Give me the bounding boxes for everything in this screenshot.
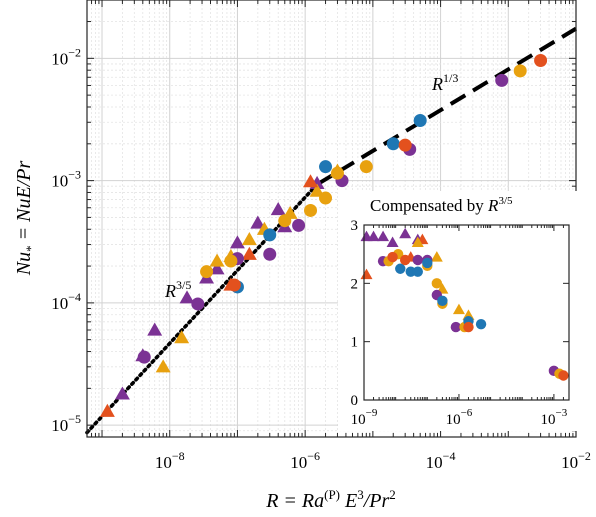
inset-y-tick-label: 1 bbox=[351, 335, 359, 351]
inset-title-math-base: R bbox=[487, 196, 499, 215]
fit-label-three-fifths-base: R bbox=[164, 281, 176, 301]
data-point-circle bbox=[278, 214, 292, 228]
data-point-triangle bbox=[241, 246, 257, 260]
inset-title-math-exp: 3/5 bbox=[498, 195, 513, 207]
x-axis-title: R = Ra(P) E3/Pr2 bbox=[265, 487, 396, 512]
x-axis-title-sup3: 2 bbox=[389, 487, 396, 502]
y-tick-label: 10−2 bbox=[51, 45, 81, 68]
data-point-circle bbox=[200, 265, 214, 279]
data-point-circle bbox=[330, 166, 344, 180]
y-axis-title-lhs: Nu bbox=[13, 252, 35, 276]
fit-label-three-fifths: R3/5 bbox=[164, 278, 191, 301]
inset-data-point-triangle bbox=[377, 230, 390, 242]
data-point-circle bbox=[319, 191, 333, 205]
y-tick-label: 10−3 bbox=[51, 168, 81, 191]
inset-y-tick-label: 2 bbox=[351, 276, 359, 292]
data-point-circle bbox=[513, 64, 527, 78]
fit-label-one-third-exp: 1/3 bbox=[443, 71, 458, 85]
data-point-triangle bbox=[155, 359, 171, 373]
y-axis-title: Nu* = NuE/Pr bbox=[13, 161, 38, 277]
inset-x-tick-label: 10−3 bbox=[541, 407, 568, 428]
data-point-triangle bbox=[99, 403, 115, 417]
data-point-triangle bbox=[241, 232, 257, 246]
inset-data-point-triangle bbox=[386, 236, 399, 247]
x-axis-title-lhs: R bbox=[265, 490, 278, 512]
inset-data-point-circle bbox=[431, 278, 443, 289]
data-point-triangle bbox=[179, 290, 195, 304]
data-point-circle bbox=[495, 73, 509, 87]
data-point-triangle bbox=[229, 235, 245, 249]
inset-y-tick-label: 0 bbox=[351, 393, 359, 409]
x-tick-label: 10−6 bbox=[290, 449, 320, 472]
x-axis-title-mid: E bbox=[340, 490, 357, 512]
y-tick-label: 10−5 bbox=[51, 412, 81, 435]
main-data-points bbox=[99, 54, 548, 417]
data-point-triangle bbox=[209, 261, 225, 275]
inset-data-point-triangle bbox=[452, 303, 465, 315]
inset-data-point-triangle bbox=[411, 236, 424, 247]
inset-data-point-circle bbox=[475, 318, 487, 330]
data-point-circle bbox=[398, 138, 412, 152]
x-axis-title-eq: = Ra bbox=[278, 490, 324, 512]
inset-data-points bbox=[360, 227, 569, 381]
inset-background bbox=[338, 191, 590, 431]
data-point-triangle bbox=[250, 215, 266, 229]
data-point-circle bbox=[224, 254, 238, 268]
y-axis-title-rhs: = NuE/Pr bbox=[13, 161, 35, 246]
data-point-circle bbox=[386, 137, 400, 151]
inset-x-tick-label: 10−6 bbox=[446, 407, 473, 428]
x-axis-title-tail: /Pr bbox=[363, 490, 390, 512]
data-point-circle bbox=[227, 278, 241, 292]
inset-data-point-circle bbox=[463, 321, 474, 333]
data-point-circle bbox=[263, 228, 277, 242]
data-point-triangle bbox=[270, 202, 286, 216]
fit-line-dashed bbox=[316, 26, 578, 187]
inset-title-text: Compensated by bbox=[370, 196, 488, 215]
fit-label-three-fifths-exp: 3/5 bbox=[176, 278, 191, 292]
inset-data-point-circle bbox=[412, 254, 423, 266]
y-tick-label: 10−4 bbox=[51, 290, 81, 313]
inset-plot-frame bbox=[363, 224, 570, 401]
inset-data-point-circle bbox=[387, 251, 398, 263]
data-point-triangle bbox=[174, 330, 190, 344]
x-tick-label: 10−8 bbox=[155, 449, 185, 472]
data-point-circle bbox=[263, 247, 277, 261]
data-point-circle bbox=[319, 160, 333, 174]
inset-data-point-circle bbox=[450, 321, 462, 333]
y-axis-title-sub: * bbox=[23, 245, 38, 252]
data-point-circle bbox=[292, 218, 306, 232]
data-point-triangle bbox=[209, 253, 225, 267]
inset-data-point-triangle bbox=[399, 227, 412, 239]
inset-data-point-circle bbox=[412, 266, 423, 277]
data-point-circle bbox=[534, 54, 548, 68]
inset-y-tick-label: 3 bbox=[351, 218, 359, 234]
data-point-circle bbox=[359, 160, 373, 174]
inset-data-point-circle bbox=[437, 295, 448, 307]
fit-label-one-third-base: R bbox=[431, 74, 443, 94]
inset-data-point-triangle bbox=[430, 251, 443, 262]
x-axis-title-sup: (P) bbox=[324, 487, 340, 502]
data-point-circle bbox=[191, 297, 205, 311]
data-point-triangle bbox=[147, 322, 163, 336]
data-point-triangle bbox=[303, 174, 318, 188]
inset-ticks: 10−9 10−6 10−3 0 1 2 3 bbox=[351, 218, 570, 428]
inset-data-point-triangle bbox=[367, 230, 380, 242]
inset-data-point-circle bbox=[395, 263, 406, 274]
x-axis-title-sup2: 3 bbox=[357, 487, 364, 502]
inset-data-point-circle bbox=[558, 370, 569, 381]
inset-title: Compensated by R3/5 bbox=[370, 195, 513, 215]
x-tick-label: 10−4 bbox=[426, 449, 456, 472]
inset-data-point-circle bbox=[399, 254, 411, 266]
x-tick-label: 10−2 bbox=[561, 449, 591, 472]
data-point-circle bbox=[137, 350, 151, 364]
data-point-circle bbox=[304, 203, 318, 217]
data-point-triangle bbox=[309, 183, 325, 197]
inset-data-point-circle bbox=[422, 257, 433, 269]
data-point-triangle bbox=[114, 386, 130, 400]
inset-x-tick-label: 10−9 bbox=[351, 407, 378, 428]
data-point-circle bbox=[413, 114, 427, 128]
fit-label-one-third: R1/3 bbox=[431, 71, 458, 94]
